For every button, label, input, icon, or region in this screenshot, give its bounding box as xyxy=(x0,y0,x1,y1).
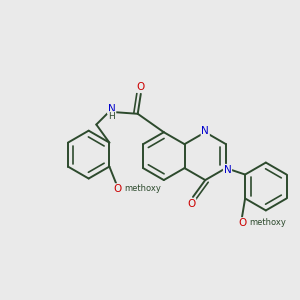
Text: O: O xyxy=(137,82,145,92)
Text: methoxy: methoxy xyxy=(250,218,286,227)
Text: O: O xyxy=(238,218,246,228)
Text: O: O xyxy=(187,199,196,209)
Text: O: O xyxy=(113,184,121,194)
Text: N: N xyxy=(108,103,116,114)
Text: H: H xyxy=(108,112,115,121)
Text: methoxy: methoxy xyxy=(124,184,161,194)
Text: N: N xyxy=(224,165,231,175)
Text: N: N xyxy=(201,126,209,136)
